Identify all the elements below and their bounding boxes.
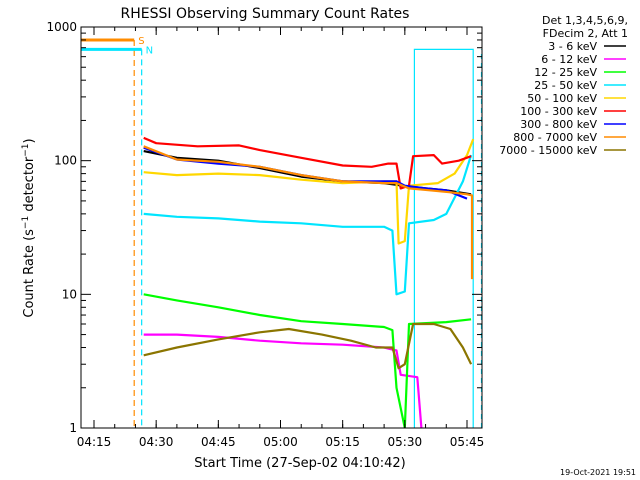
series-line-3 — [143, 154, 473, 296]
legend-label-4: 50 - 100 keV — [527, 92, 597, 105]
x-tick-label-5: 05:30 — [388, 435, 423, 449]
y-tick-label-0: 1 — [69, 421, 77, 435]
x-tick-label-4: 05:15 — [325, 435, 360, 449]
x-tick-label-0: 04:15 — [77, 435, 112, 449]
x-tick-label-6: 05:45 — [450, 435, 485, 449]
segment-label-S: S — [138, 36, 144, 47]
legend-label-8: 7000 - 15000 keV — [499, 144, 597, 157]
footer-timestamp: 19-Oct-2021 19:51 — [560, 468, 636, 477]
series-line-1 — [143, 333, 423, 428]
legend: Det 1,3,4,5,6,9, FDecim 2, Att 1 3 - 6 k… — [499, 14, 628, 157]
axes: 04:15 04:30 04:45 05:00 05:15 05:30 05:45 1 10 10… — [46, 20, 484, 449]
x-tick-label-3: 05:00 — [263, 435, 298, 449]
y-tick-label-2: 100 — [54, 154, 77, 168]
legend-label-5: 100 - 300 keV — [520, 105, 597, 118]
series-line-8 — [143, 322, 473, 370]
y-tick-label-1: 10 — [62, 287, 77, 301]
legend-label-3: 25 - 50 keV — [534, 79, 597, 92]
plot-data — [81, 38, 482, 428]
attenuator-line-1 — [413, 48, 474, 428]
x-axis-label: Start Time (27-Sep-02 04:10:42) — [194, 456, 405, 471]
legend-label-7: 800 - 7000 keV — [513, 131, 597, 144]
legend-header-line-2: FDecim 2, Att 1 — [543, 27, 628, 40]
legend-label-2: 12 - 25 keV — [534, 66, 597, 79]
segment-label-N: N — [146, 45, 153, 56]
legend-label-0: 3 - 6 keV — [548, 40, 597, 53]
legend-label-1: 6 - 12 keV — [541, 53, 597, 66]
series-line-7 — [143, 145, 474, 280]
chart-title: RHESSI Observing Summary Count Rates — [121, 6, 410, 22]
y-tick-label-3: 1000 — [46, 20, 77, 34]
y-axis-label: Count Rate (s−1 detector−1) — [21, 138, 37, 317]
series-line-5 — [143, 136, 472, 190]
plot-frame — [80, 26, 483, 429]
series-line-2 — [143, 293, 472, 428]
legend-label-6: 300 - 800 keV — [520, 118, 597, 131]
legend-header-line-1: Det 1,3,4,5,6,9, — [542, 14, 628, 27]
x-tick-label-2: 04:45 — [201, 435, 236, 449]
x-tick-label-1: 04:30 — [139, 435, 174, 449]
